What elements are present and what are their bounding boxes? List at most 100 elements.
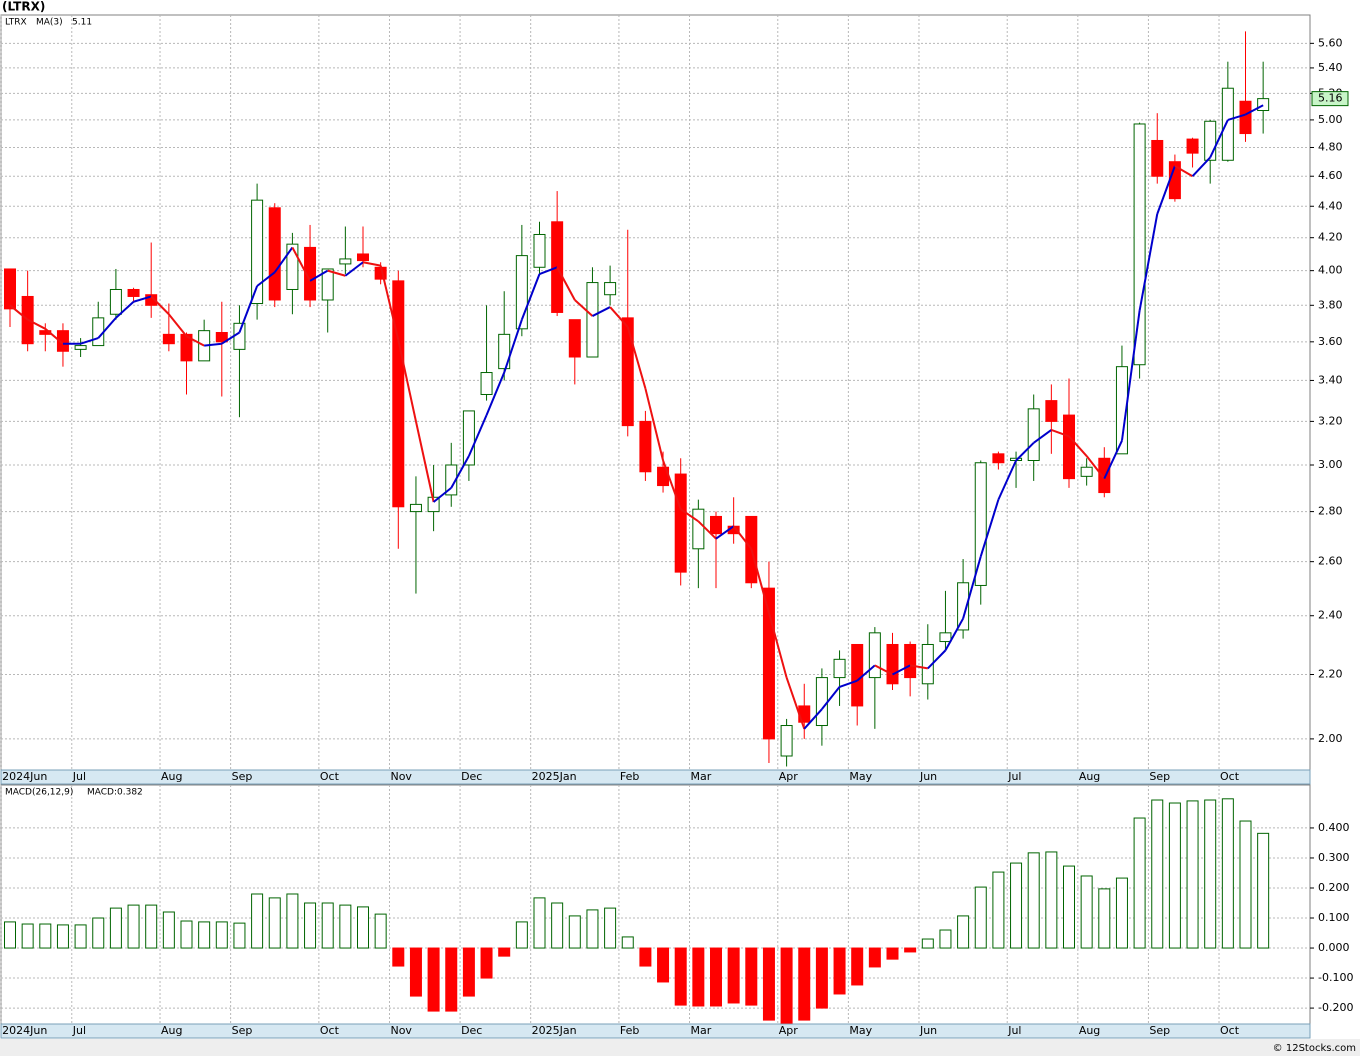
x-tick-label: Aug	[161, 1024, 182, 1037]
ma-line	[432, 487, 452, 503]
macd-bar	[1186, 800, 1199, 949]
ma-line	[1051, 428, 1070, 438]
macd-bar	[1257, 832, 1270, 949]
x-tick-label: May	[849, 770, 872, 783]
candle-body	[992, 453, 1005, 464]
candle-body	[833, 658, 846, 679]
ma-line	[892, 664, 911, 676]
ma-line	[291, 246, 311, 282]
macd-bar	[974, 886, 987, 949]
candle-body	[904, 643, 917, 679]
macd-bar	[621, 936, 634, 949]
ma-line	[520, 273, 541, 321]
ma-line	[9, 304, 29, 321]
ma-line	[256, 271, 276, 287]
macd-bar	[21, 923, 34, 949]
x-tick-label: Jun	[919, 1024, 937, 1037]
macd-bar	[1010, 862, 1023, 949]
ma-line	[574, 299, 594, 317]
ma-line	[414, 421, 435, 503]
macd-bar	[568, 915, 581, 949]
y-tick-label: 3.20	[1318, 414, 1343, 427]
candle-body	[674, 473, 687, 573]
macd-bar	[1098, 888, 1111, 949]
candle-body	[1257, 98, 1270, 112]
ma-line	[874, 664, 893, 676]
y-tick-label: 5.00	[1318, 113, 1343, 126]
candle-body	[1115, 366, 1128, 455]
ma-line	[609, 306, 629, 328]
ma-line	[1156, 165, 1176, 215]
y-tick-label: -0.200	[1318, 1001, 1353, 1014]
macd-bar	[286, 893, 299, 949]
date-strip	[0, 769, 1311, 785]
macd-bar	[480, 947, 493, 979]
macd-bar	[1168, 802, 1181, 949]
ma-line	[450, 455, 470, 489]
y-tick-label: 2.40	[1318, 609, 1343, 622]
ma-line	[397, 339, 417, 422]
footer-strip	[0, 1039, 1360, 1056]
candle-body	[251, 199, 264, 305]
ma-line	[1068, 435, 1088, 457]
ma-line	[115, 301, 135, 319]
macd-bar	[1045, 851, 1058, 949]
candle-body	[427, 496, 440, 513]
candle-body	[692, 508, 705, 550]
ma-line	[344, 261, 364, 277]
ma-line	[591, 306, 611, 317]
candle-body	[1221, 87, 1234, 161]
x-tick-label: 2025Jan	[532, 770, 577, 783]
footer: © 12Stocks.com	[1273, 1043, 1356, 1054]
ma-line	[927, 649, 947, 670]
x-tick-label: 2025Jan	[532, 1024, 577, 1037]
x-tick-label: Aug	[161, 770, 182, 783]
macd-bar	[992, 871, 1005, 949]
candle-body	[1133, 123, 1146, 366]
ma-line	[662, 460, 682, 510]
candle-body	[56, 330, 69, 352]
ma-line	[979, 499, 1000, 557]
x-tick-label: Nov	[390, 1024, 412, 1037]
macd-bar	[198, 921, 211, 949]
macd-bar	[251, 893, 264, 949]
ma-line	[909, 664, 928, 670]
candle-body	[409, 503, 422, 513]
x-tick-label: Nov	[390, 770, 412, 783]
y-tick-label: 3.40	[1318, 373, 1343, 386]
candle-body	[762, 587, 775, 740]
macd-bar	[109, 907, 122, 949]
x-tick-label: Sep	[1149, 1024, 1170, 1037]
macd-bar	[815, 947, 828, 1009]
candle-body	[462, 410, 475, 466]
candle-body	[92, 317, 105, 347]
macd-bar	[427, 947, 440, 1012]
y-tick-label: 2.80	[1318, 505, 1343, 518]
y-tick-label: 5.60	[1318, 36, 1343, 49]
x-tick-label: Jun	[919, 770, 937, 783]
candle-body	[498, 333, 511, 370]
macd-bar	[268, 897, 281, 949]
macd-bar	[798, 947, 811, 1021]
y-tick-label: 0.200	[1318, 881, 1350, 894]
x-tick-label: Jul	[1007, 770, 1021, 783]
macd-bar	[321, 902, 334, 949]
last-value-box	[1311, 91, 1349, 107]
legend-macd-value: MACD:0.382	[87, 788, 143, 798]
macd-bar	[957, 915, 970, 949]
ma-line	[785, 677, 806, 730]
macd-bar	[904, 947, 917, 953]
ma-line	[732, 525, 753, 550]
x-tick-label: Jul	[72, 1024, 86, 1037]
x-tick-label: Sep	[1149, 770, 1170, 783]
macd-bar	[498, 947, 511, 957]
ma-line	[168, 313, 188, 337]
macd-bar	[339, 904, 352, 949]
candle-body	[4, 268, 16, 310]
macd-bar	[1204, 799, 1217, 949]
macd-bar	[215, 921, 228, 949]
x-tick-label: Mar	[691, 770, 712, 783]
ma-line	[680, 508, 699, 523]
candle-body	[533, 233, 546, 268]
y-tick-label: 4.60	[1318, 169, 1343, 182]
